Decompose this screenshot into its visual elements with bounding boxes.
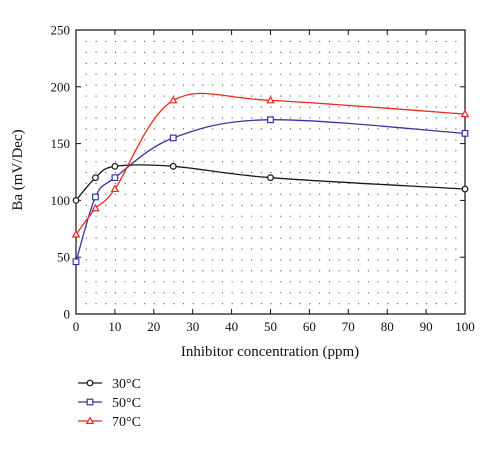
y-tick-label: 250 (51, 23, 71, 38)
data-point (72, 258, 80, 266)
data-point (72, 196, 80, 204)
axes (75, 29, 466, 315)
data-point (71, 229, 81, 238)
data-point (91, 203, 100, 212)
y-axis-title: Ba (mV/Dec) (10, 129, 26, 210)
legend-item: 30°C (78, 377, 141, 392)
legend: 30°C 50°C 70°C (78, 377, 141, 430)
x-axis-title: Inhibitor concentration (ppm) (181, 344, 359, 360)
data-point (266, 95, 275, 104)
legend-label: 50°C (112, 396, 141, 411)
legend-item: 70°C (78, 415, 141, 430)
data-point (111, 174, 119, 182)
x-tick-label: 50 (264, 319, 277, 334)
series-2 (72, 116, 469, 266)
x-tick-label: 60 (303, 319, 316, 334)
x-tick-label: 20 (147, 319, 160, 334)
series-line (75, 119, 466, 262)
series-1 (72, 162, 469, 204)
legend-marker (85, 416, 95, 424)
grid-dots (85, 40, 457, 305)
data-point (461, 129, 469, 137)
legend-label: 70°C (112, 415, 141, 430)
series-lines (71, 92, 470, 266)
data-point (110, 184, 120, 193)
y-tick-label: 100 (51, 193, 71, 208)
data-point (92, 174, 99, 182)
y-tick-label: 200 (51, 79, 71, 94)
data-point (92, 193, 99, 201)
x-tick-label: 90 (420, 319, 433, 334)
x-tick-label: 30 (186, 319, 199, 334)
axis-labels: Inhibitor concentration (ppm) Ba (mV/Dec… (10, 23, 475, 361)
data-point (267, 174, 274, 182)
data-point (460, 109, 470, 118)
x-tick-label: 40 (225, 319, 238, 334)
x-tick-label: 100 (455, 319, 475, 334)
legend-marker (86, 398, 94, 406)
x-tick-label: 10 (108, 319, 121, 334)
y-tick-label: 50 (57, 250, 70, 265)
x-tick-label: 80 (381, 319, 394, 334)
data-point (111, 162, 119, 170)
x-tick-label: 70 (342, 319, 355, 334)
grid-dot-pattern (85, 40, 457, 305)
series-line (75, 164, 466, 201)
data-point (169, 134, 177, 142)
data-point (461, 185, 469, 193)
legend-item: 50°C (78, 396, 141, 411)
legend-label: 30°C (112, 377, 141, 392)
x-tick-label: 0 (73, 319, 80, 334)
data-point (267, 116, 274, 124)
y-tick-label: 150 (51, 136, 71, 151)
series-3 (71, 92, 470, 238)
y-tick-label: 0 (64, 307, 71, 322)
series-line (75, 92, 466, 235)
data-point (169, 162, 177, 170)
legend-marker (86, 379, 94, 387)
data-point (169, 95, 178, 104)
